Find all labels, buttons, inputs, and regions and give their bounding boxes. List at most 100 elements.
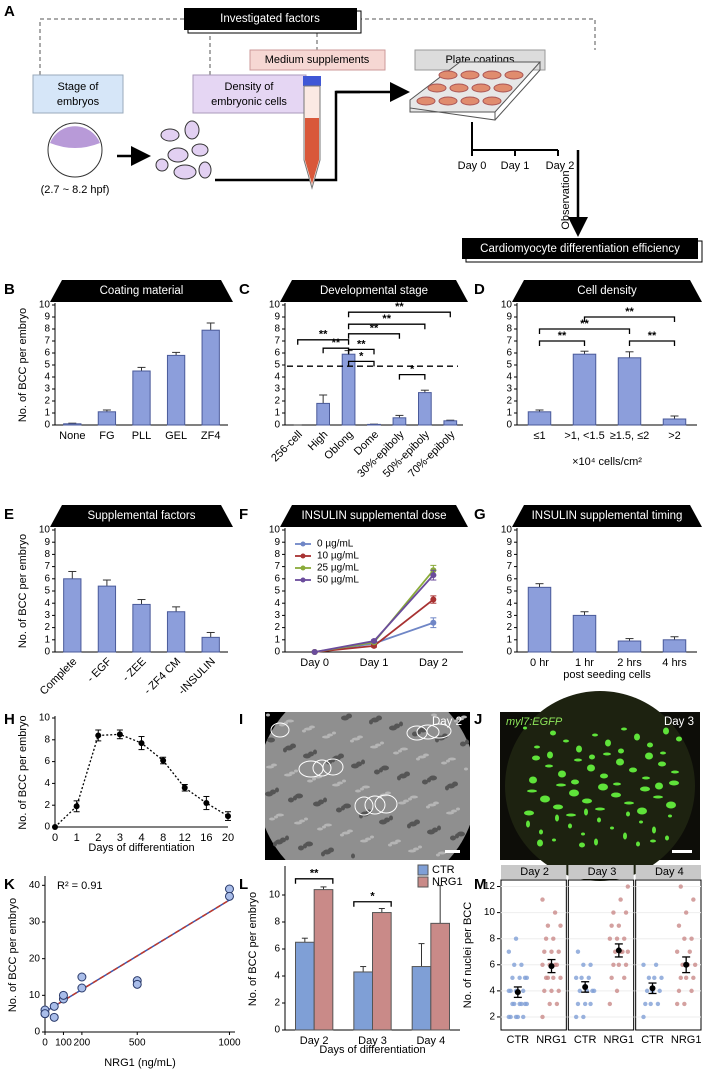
x-tick-label: ≤1 <box>533 430 545 442</box>
observation-label: Observation <box>560 170 572 229</box>
cell <box>351 763 359 769</box>
factor-box <box>249 49 386 71</box>
dot <box>614 988 620 994</box>
outcome-box <box>462 238 698 259</box>
y-tick-label: 2 <box>44 396 50 407</box>
cell <box>389 815 393 821</box>
gfp-cell <box>545 764 553 768</box>
x-tick-label: 100 <box>55 1038 72 1049</box>
cell <box>457 831 465 837</box>
y-tick-label: 2 <box>274 998 280 1009</box>
y-tick-label: 0 <box>274 647 280 658</box>
dot <box>691 897 696 902</box>
bar <box>662 418 687 426</box>
x-tick-label: 2 hrs <box>617 657 642 669</box>
gfp-cell <box>553 804 563 810</box>
cell <box>379 819 387 825</box>
dashed-connector <box>39 18 596 75</box>
significance-bracket <box>538 340 586 346</box>
cell <box>323 797 327 803</box>
y-tick-label: 8 <box>44 549 50 560</box>
x-tick-label: Oblong <box>322 429 356 463</box>
panel-label: B <box>4 281 15 298</box>
dot <box>588 1001 593 1007</box>
dot <box>575 1001 581 1007</box>
x-tick-label: 3 <box>117 832 123 844</box>
gfp-cell <box>569 789 579 797</box>
significance-bracket <box>347 311 451 318</box>
bar <box>97 585 117 653</box>
y-tick-label: 0 <box>274 420 280 431</box>
y-tick-label: 5 <box>274 586 280 597</box>
y-tick-label: 1 <box>274 408 280 419</box>
bar <box>367 423 381 426</box>
cell <box>269 817 275 821</box>
gfp-cell <box>666 801 676 809</box>
y-tick-label: 4 <box>274 598 280 609</box>
significance-label: ** <box>357 338 366 350</box>
panel-label: J <box>474 711 482 728</box>
y-tick-label: 8 <box>489 933 495 944</box>
cell <box>381 765 389 771</box>
chart-title: INSULIN supplemental timing <box>532 510 683 522</box>
significance-label: ** <box>332 337 341 349</box>
x-tick-label: 256-cell <box>269 429 305 465</box>
dot <box>545 975 551 981</box>
gfp-cell <box>563 739 569 743</box>
cell <box>403 799 409 803</box>
gfp-cell <box>616 758 624 766</box>
gfp-cell <box>623 832 627 840</box>
x-axis-label: post seeding cells <box>563 669 651 681</box>
cell <box>361 759 365 765</box>
cluster-outline <box>298 760 324 778</box>
dot <box>646 975 652 981</box>
cell <box>451 809 457 813</box>
plate-wells <box>416 70 524 106</box>
gfp-cell <box>658 761 666 767</box>
point <box>224 884 234 894</box>
x-tick-label: CTR <box>507 1034 530 1046</box>
x-tick-label: 0 <box>42 1038 48 1049</box>
gfp-cell <box>527 789 537 793</box>
legend-label: 10 µg/mL <box>317 551 359 562</box>
x-tick-label: 0 <box>52 832 58 844</box>
dot <box>678 884 683 889</box>
cell <box>303 843 307 849</box>
cell <box>447 783 455 789</box>
facet-title: Day 2 <box>520 866 549 878</box>
y-tick-label: 3 <box>506 384 512 395</box>
cell <box>389 725 397 731</box>
dot <box>691 975 696 981</box>
dot <box>622 975 627 981</box>
factor-text: embryonic cells <box>211 96 287 108</box>
dot <box>543 936 549 941</box>
point <box>77 972 87 982</box>
marker <box>73 803 80 810</box>
cell <box>398 801 406 805</box>
cell <box>409 821 417 827</box>
marker <box>52 824 58 830</box>
cell <box>435 737 439 743</box>
cell <box>412 731 418 737</box>
dot <box>611 910 616 915</box>
dot <box>657 988 662 994</box>
header-text: Investigated factors <box>220 13 320 25</box>
significance-label: ** <box>310 868 319 880</box>
point <box>49 1001 59 1011</box>
cell <box>355 789 361 793</box>
significance-label: ** <box>319 329 328 341</box>
bar <box>63 578 82 653</box>
panel-label: F <box>239 506 248 523</box>
y-tick-label: 4 <box>274 372 280 383</box>
dot <box>573 975 579 981</box>
cell <box>271 763 277 767</box>
panel-label: C <box>239 281 250 298</box>
y-tick-label: 6 <box>274 944 280 955</box>
marker-label: myl7:EGFP <box>506 716 563 728</box>
cell <box>276 813 284 817</box>
significance-bracket <box>294 878 334 884</box>
cell <box>289 771 295 775</box>
x-axis-label: Days of differentiation <box>319 1044 425 1056</box>
cluster-outline <box>416 724 440 740</box>
dot <box>556 949 561 954</box>
